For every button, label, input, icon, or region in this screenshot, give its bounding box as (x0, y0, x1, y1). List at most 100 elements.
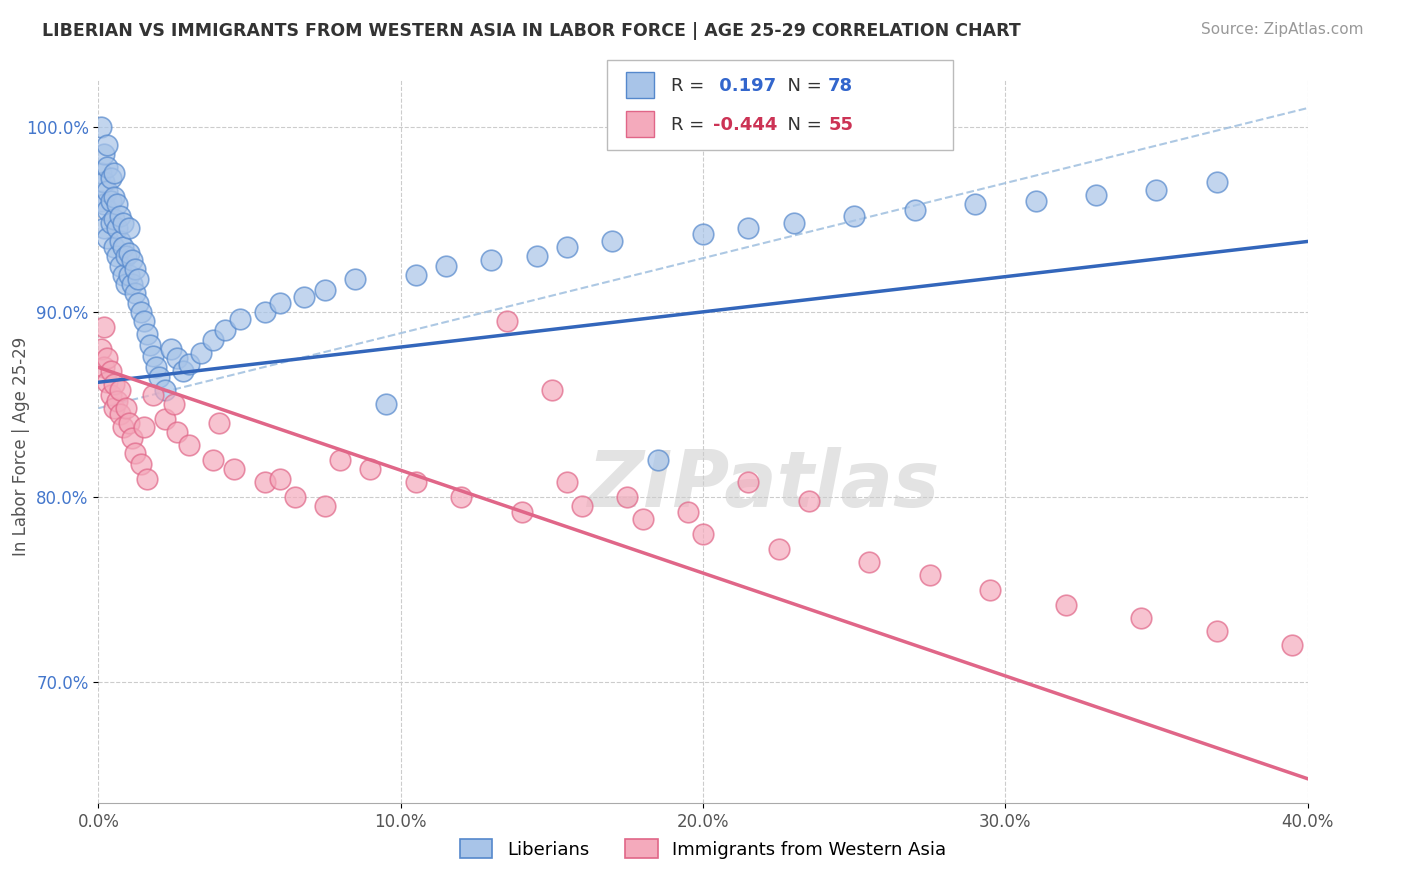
Point (540, 383, 562, 397)
Point (100, 364, 122, 378)
Point (1281, 638, 1303, 652)
Point (166, 425, 188, 440)
Point (96, 231, 118, 245)
Point (374, 397, 396, 411)
Legend: Liberians, Immigrants from Western Asia: Liberians, Immigrants from Western Asia (453, 832, 953, 866)
Point (329, 453, 352, 467)
Point (111, 419, 134, 434)
Point (132, 419, 155, 434)
Point (495, 314, 517, 328)
Point (965, 197, 987, 211)
Text: N =: N = (776, 116, 828, 134)
Point (100, 216, 122, 230)
Point (114, 277, 136, 291)
Point (100, 171, 122, 186)
Point (208, 416, 231, 430)
Point (111, 240, 134, 254)
Point (1206, 175, 1229, 189)
Point (96, 351, 118, 366)
Point (737, 475, 759, 490)
Point (108, 407, 131, 421)
Point (129, 457, 152, 471)
Point (269, 295, 291, 310)
Point (105, 393, 128, 408)
Point (108, 259, 131, 273)
Point (153, 383, 176, 397)
Point (124, 262, 146, 277)
Point (100, 388, 122, 402)
Point (108, 383, 131, 397)
Point (124, 445, 146, 459)
Point (118, 268, 141, 282)
Point (526, 249, 548, 263)
Text: -0.444: -0.444 (713, 116, 778, 134)
Point (224, 462, 246, 476)
Point (202, 333, 225, 347)
Point (918, 568, 941, 582)
Point (96, 185, 118, 199)
Point (145, 360, 167, 375)
Point (405, 475, 427, 490)
Point (90, 120, 112, 134)
Point (108, 235, 131, 249)
Point (105, 249, 128, 263)
Point (1144, 183, 1167, 197)
Point (142, 388, 165, 402)
Point (111, 268, 134, 282)
Point (93, 147, 115, 161)
Point (142, 349, 165, 363)
Point (1024, 194, 1046, 208)
Text: Source: ZipAtlas.com: Source: ZipAtlas.com (1201, 22, 1364, 37)
Point (96, 202, 118, 217)
Point (121, 277, 143, 291)
Point (93, 360, 115, 375)
Point (179, 438, 201, 452)
Point (616, 490, 638, 504)
Point (153, 412, 176, 426)
Point (405, 268, 427, 282)
Point (647, 453, 669, 467)
Point (253, 305, 276, 319)
Text: N =: N = (776, 77, 828, 95)
Point (979, 582, 1001, 597)
Point (127, 271, 149, 285)
Point (103, 212, 125, 227)
Text: In Labor Force | Age 25-29: In Labor Force | Age 25-29 (13, 336, 30, 556)
Text: 78: 78 (828, 77, 853, 95)
Text: R =: R = (671, 77, 710, 95)
Point (103, 190, 125, 204)
Point (111, 216, 134, 230)
Point (314, 500, 336, 514)
Point (571, 500, 593, 514)
Point (179, 357, 201, 371)
Point (114, 401, 136, 416)
Point (135, 327, 157, 342)
Text: LIBERIAN VS IMMIGRANTS FROM WESTERN ASIA IN LABOR FORCE | AGE 25-29 CORRELATION : LIBERIAN VS IMMIGRANTS FROM WESTERN ASIA… (42, 22, 1021, 40)
Point (450, 490, 472, 504)
Point (139, 338, 162, 352)
Point (344, 271, 367, 285)
Point (214, 323, 236, 337)
Point (90, 194, 112, 208)
Point (103, 240, 125, 254)
Point (121, 252, 143, 267)
Point (631, 512, 654, 526)
Point (510, 505, 533, 519)
Point (103, 377, 125, 392)
Point (676, 505, 699, 519)
Point (118, 245, 141, 260)
Point (797, 493, 820, 508)
Point (292, 290, 315, 304)
Point (692, 527, 714, 541)
Point (160, 342, 183, 356)
Point (1206, 624, 1229, 638)
Point (844, 209, 866, 223)
Point (93, 221, 115, 235)
Point (229, 312, 252, 326)
Text: 0.197: 0.197 (713, 77, 776, 95)
Point (172, 364, 194, 378)
Point (93, 197, 115, 211)
Point (132, 314, 155, 328)
Point (100, 194, 122, 208)
Point (127, 295, 149, 310)
